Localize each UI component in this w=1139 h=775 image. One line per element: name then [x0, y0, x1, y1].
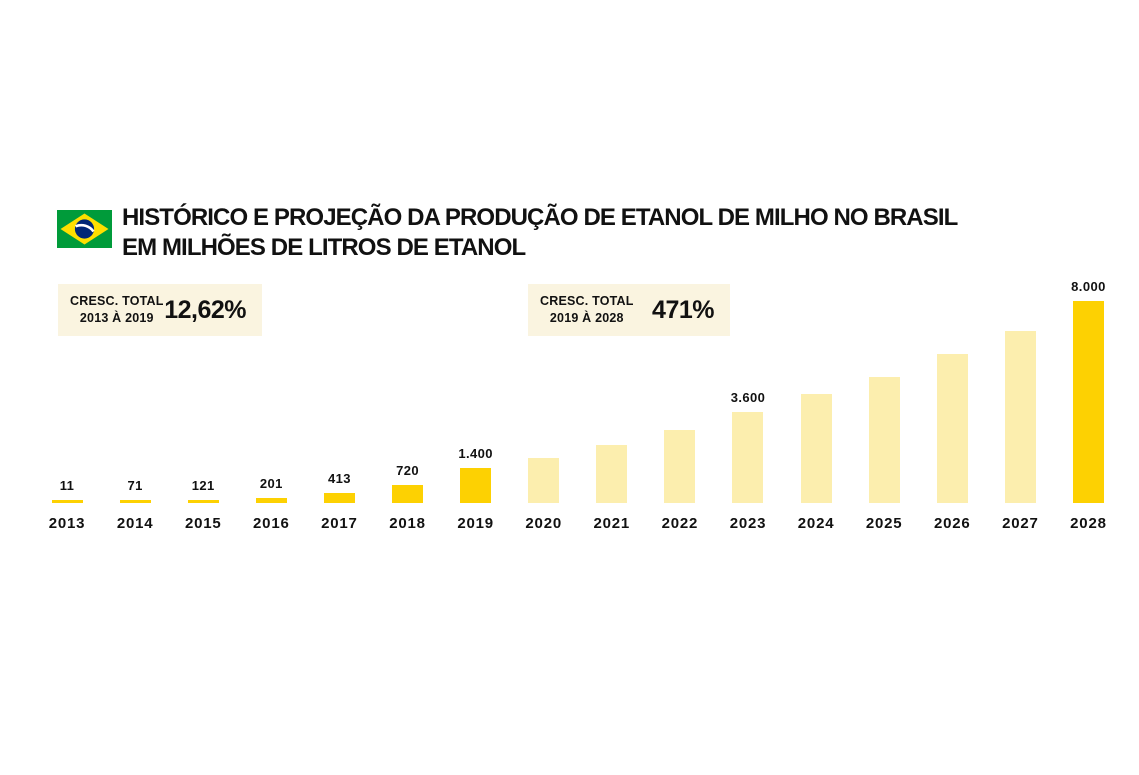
bar-column-2015: 121 2015	[169, 272, 237, 532]
bar-year-label: 2026	[933, 515, 971, 532]
bar-column-2019: 1.400 2019	[442, 272, 510, 532]
bar-column-2028: 8.000 2028	[1054, 272, 1122, 532]
bar-2023	[732, 412, 764, 503]
growth-box-2019-2028: CRESC. TOTAL 2019 À 2028 471%	[528, 284, 730, 336]
bar-year-label: 2016	[253, 515, 290, 532]
bar-2013	[51, 500, 83, 503]
bar-2016	[255, 498, 287, 503]
bar-column-2021: 2021	[578, 272, 646, 532]
bar-2014	[119, 500, 151, 503]
title-line-2: EM MILHÕES DE LITROS DE ETANOL	[122, 234, 526, 261]
bar-value-label: 121	[191, 478, 215, 493]
bar-column-2013: 11 2013	[33, 272, 101, 532]
bar-year-label: 2019	[457, 515, 494, 532]
page-title: HISTÓRICO E PROJEÇÃO DA PRODUÇÃO DE ETAN…	[122, 203, 958, 263]
growth-box-period: 2019 À 2028	[549, 311, 624, 325]
growth-box-value: 12,62%	[164, 295, 246, 324]
bar-column-2017: 413 2017	[305, 272, 373, 532]
bar-year-label: 2024	[797, 515, 835, 532]
growth-box-title: CRESC. TOTAL	[70, 294, 164, 308]
bar-year-label: 2022	[661, 515, 699, 532]
growth-box-2013-2019: CRESC. TOTAL 2013 À 2019 12,62%	[58, 284, 262, 336]
header: HISTÓRICO E PROJEÇÃO DA PRODUÇÃO DE ETAN…	[57, 203, 958, 263]
bar-2026	[936, 354, 968, 503]
growth-box-label: CRESC. TOTAL 2019 À 2028	[540, 293, 634, 327]
bar-2028	[1072, 301, 1104, 503]
bar-value-label: 11	[59, 478, 75, 493]
growth-box-value: 471%	[652, 295, 714, 324]
bar-value-label: 720	[396, 463, 419, 478]
bar-value-label: 201	[259, 476, 283, 491]
bar-value-label: 3.600	[730, 390, 766, 405]
bar-value-label: 413	[327, 471, 351, 486]
bar-year-label: 2021	[593, 515, 631, 532]
growth-box-title: CRESC. TOTAL	[540, 294, 634, 308]
bar-2027	[1004, 331, 1036, 503]
bar-2021	[596, 445, 628, 503]
bar-year-label: 2014	[116, 515, 154, 532]
bar-2020	[528, 458, 560, 503]
bar-column-2025: 2025	[850, 272, 918, 532]
bar-column-2020: 2020	[510, 272, 578, 532]
bar-2017	[323, 493, 355, 503]
brazil-flag-icon	[57, 210, 112, 248]
bar-year-label: 2020	[525, 515, 562, 532]
bar-2018	[392, 485, 424, 503]
bar-year-label: 2013	[48, 515, 86, 532]
bar-column-2027: 2027	[986, 272, 1054, 532]
bar-year-label: 2023	[729, 515, 767, 532]
bar-value-label: 71	[127, 478, 143, 493]
bar-year-label: 2028	[1070, 515, 1107, 532]
growth-box-label: CRESC. TOTAL 2013 À 2019	[70, 293, 164, 327]
bar-year-label: 2015	[184, 515, 222, 532]
bar-2025	[868, 377, 900, 503]
growth-box-period: 2013 À 2019	[79, 311, 154, 325]
bar-2019	[460, 468, 492, 503]
bar-year-label: 2025	[865, 515, 903, 532]
bar-column-2014: 71 2014	[101, 272, 169, 532]
bar-column-2022: 2022	[646, 272, 714, 532]
bar-column-2023: 3.600 2023	[714, 272, 782, 532]
bar-value-label: 8.000	[1071, 279, 1106, 294]
title-line-1: HISTÓRICO E PROJEÇÃO DA PRODUÇÃO DE ETAN…	[122, 204, 958, 231]
bar-column-2018: 720 2018	[373, 272, 441, 532]
bar-year-label: 2017	[321, 515, 358, 532]
bar-column-2026: 2026	[918, 272, 986, 532]
bar-2015	[187, 500, 219, 503]
bar-2022	[664, 430, 696, 503]
bar-year-label: 2018	[389, 515, 426, 532]
bar-2024	[800, 394, 832, 503]
bar-chart: 11 2013 71 2014 121 2015 201 2016 413 2017 720 2018…	[33, 272, 1123, 532]
bar-value-label: 1.400	[458, 446, 493, 461]
bar-year-label: 2027	[1002, 515, 1039, 532]
bar-column-2016: 201 2016	[237, 272, 305, 532]
bar-column-2024: 2024	[782, 272, 850, 532]
